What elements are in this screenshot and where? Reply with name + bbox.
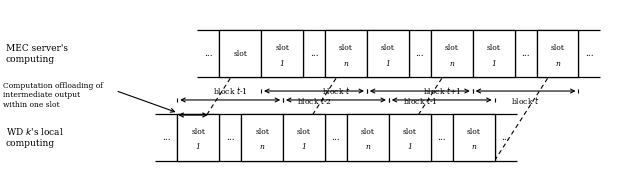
Text: ...: ... xyxy=(501,133,510,142)
Text: n: n xyxy=(449,60,454,68)
Text: block $t$: block $t$ xyxy=(511,95,540,106)
Text: n: n xyxy=(365,143,371,151)
Text: slot: slot xyxy=(191,128,205,136)
Text: slot: slot xyxy=(255,128,269,136)
Bar xyxy=(261,30,303,77)
Text: slot: slot xyxy=(445,44,459,52)
Text: ...: ... xyxy=(521,49,530,58)
Text: slot: slot xyxy=(275,44,289,52)
Bar xyxy=(536,30,579,77)
Text: n: n xyxy=(344,60,348,68)
Bar xyxy=(452,114,495,160)
Text: 1: 1 xyxy=(491,60,496,68)
Bar xyxy=(367,30,409,77)
Text: slot: slot xyxy=(297,128,311,136)
Text: block $t$+1: block $t$+1 xyxy=(422,85,461,96)
Text: block $t$-1: block $t$-1 xyxy=(403,95,437,106)
Text: block $t$-1: block $t$-1 xyxy=(213,85,248,96)
Bar xyxy=(325,30,367,77)
Text: slot: slot xyxy=(233,50,247,58)
Text: ...: ... xyxy=(310,49,318,58)
Text: n: n xyxy=(260,143,264,151)
Bar xyxy=(283,114,325,160)
Text: slot: slot xyxy=(486,44,500,52)
Text: ...: ... xyxy=(332,133,340,142)
Text: 1: 1 xyxy=(385,60,390,68)
Text: slot: slot xyxy=(381,44,395,52)
Bar xyxy=(241,114,283,160)
Text: block $t$-2: block $t$-2 xyxy=(296,95,332,106)
Bar xyxy=(473,30,515,77)
Text: 1: 1 xyxy=(408,143,412,151)
Text: ...: ... xyxy=(437,133,446,142)
Bar xyxy=(347,114,389,160)
Text: slot: slot xyxy=(339,44,353,52)
Text: ...: ... xyxy=(415,49,424,58)
Bar xyxy=(431,30,473,77)
Text: 1: 1 xyxy=(280,60,285,68)
Text: WD $k$'s local
computing: WD $k$'s local computing xyxy=(6,126,63,148)
Text: 1: 1 xyxy=(196,143,201,151)
Text: slot: slot xyxy=(361,128,375,136)
Bar xyxy=(220,30,261,77)
Text: ...: ... xyxy=(226,133,234,142)
Text: slot: slot xyxy=(550,44,564,52)
Text: n: n xyxy=(555,60,560,68)
Text: slot: slot xyxy=(403,128,417,136)
Text: ...: ... xyxy=(585,49,594,58)
Text: ...: ... xyxy=(162,133,171,142)
Text: slot: slot xyxy=(467,128,481,136)
Bar xyxy=(177,114,220,160)
Text: 1: 1 xyxy=(301,143,307,151)
Text: Computation offloading of
intermediate output
within one slot: Computation offloading of intermediate o… xyxy=(3,82,102,109)
Bar xyxy=(389,114,431,160)
Text: block $t$: block $t$ xyxy=(322,85,350,96)
Text: n: n xyxy=(471,143,476,151)
Text: MEC server's
computing: MEC server's computing xyxy=(6,44,68,64)
Text: ...: ... xyxy=(204,49,212,58)
